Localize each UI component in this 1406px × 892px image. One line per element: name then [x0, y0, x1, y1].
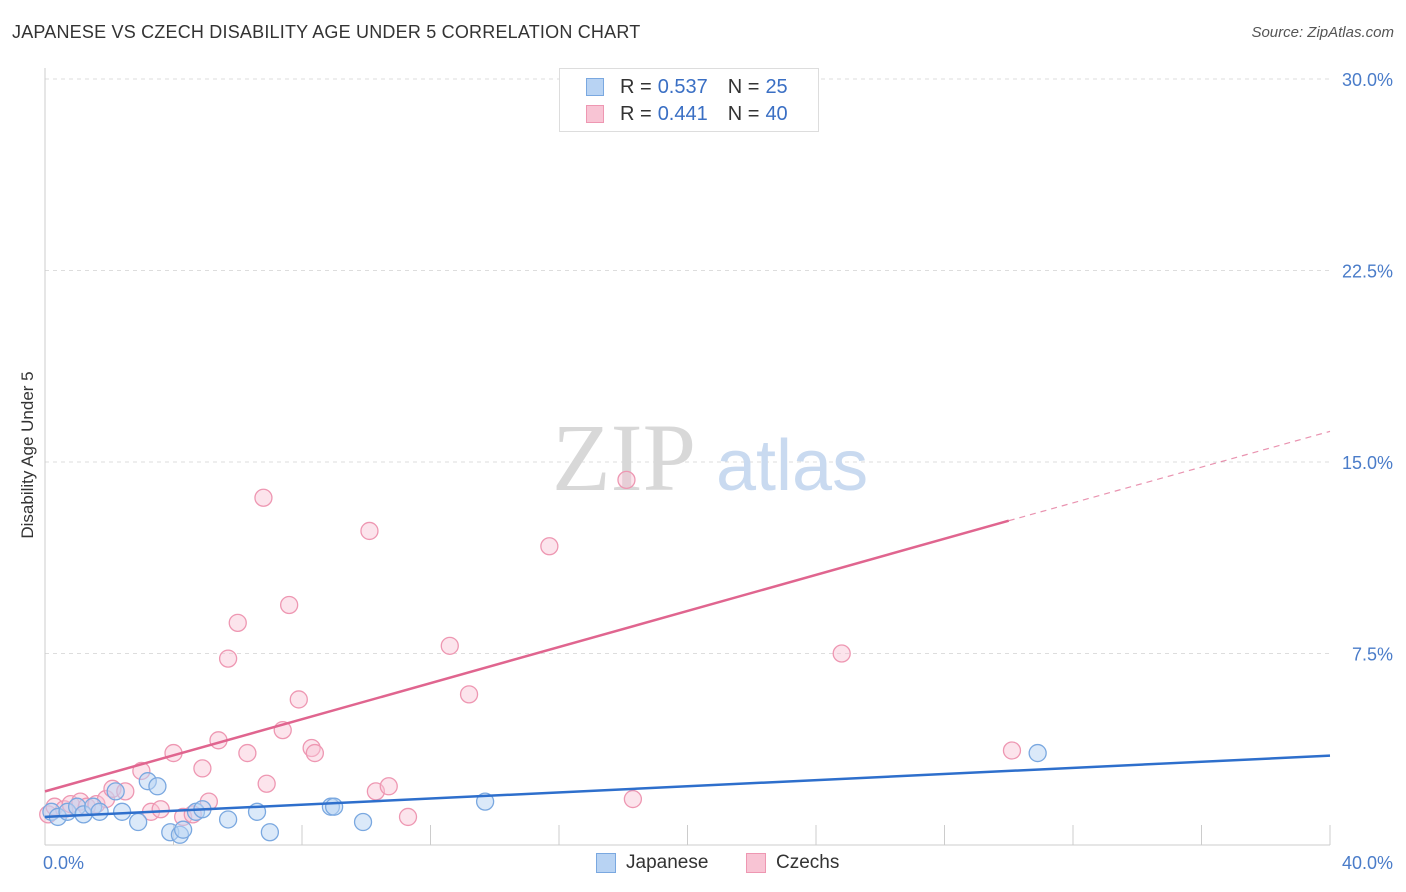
japanese-r-label: R =	[620, 75, 652, 98]
stats-legend: R = 0.537 N = 25 R = 0.441 N = 40	[559, 68, 819, 132]
x-tick-label: 40.0%	[1342, 853, 1393, 873]
watermark-zip: ZIP	[552, 404, 696, 511]
czech-points	[39, 105, 1022, 827]
japanese-n-value: 25	[765, 75, 788, 98]
czech-point	[440, 636, 459, 655]
czech-point	[832, 644, 851, 663]
czech-n-value: 40	[765, 102, 788, 125]
grid	[45, 78, 1330, 654]
y-tick-label: 7.5%	[1352, 645, 1393, 665]
japanese-point	[90, 802, 109, 821]
czech-n-label: N =	[727, 102, 760, 125]
czech-point	[279, 595, 299, 615]
czech-point	[360, 521, 379, 541]
czech-point	[193, 759, 212, 778]
czech-point	[238, 743, 257, 763]
japanese-r-value: 0.537	[657, 75, 708, 98]
axes	[44, 68, 1331, 846]
legend-item-czechs[interactable]: Czechs	[746, 852, 839, 874]
japanese-point	[218, 810, 238, 829]
czech-point	[151, 800, 170, 819]
czech-point	[305, 743, 325, 763]
czech-trend-line	[44, 519, 1010, 793]
czech-point	[289, 690, 308, 709]
czech-r-value: 0.441	[657, 102, 708, 125]
y-tick-label: 22.5%	[1342, 262, 1393, 282]
japanese-points	[42, 743, 1047, 844]
chart-title: JAPANESE VS CZECH DISABILITY AGE UNDER 5…	[12, 22, 641, 42]
japanese-swatch	[586, 78, 604, 96]
y-tick-label: 30.0%	[1342, 70, 1393, 90]
japanese-point	[353, 812, 373, 832]
watermark: ZIP atlas	[552, 404, 868, 511]
japanese-legend-swatch	[596, 853, 616, 873]
czech-point	[218, 649, 238, 668]
czech-point	[398, 807, 418, 827]
watermark-atlas: atlas	[716, 426, 868, 506]
czech-r-label: R =	[620, 102, 652, 125]
japanese-point	[260, 823, 280, 842]
czech-point	[540, 537, 559, 556]
japanese-point	[324, 797, 344, 816]
legend-row-czech: R = 0.441 N = 40	[586, 101, 788, 127]
legend-item-japanese[interactable]: Japanese	[596, 852, 708, 874]
czech-point	[302, 738, 321, 758]
czechs-legend-swatch	[746, 853, 766, 873]
x-tick-label: 0.0%	[43, 853, 84, 873]
tick-labels: 7.5% 15.0% 22.5% 30.0% 0.0% 40.0%	[43, 70, 1393, 873]
czech-point	[257, 774, 276, 793]
czech-point	[617, 470, 636, 490]
czech-point	[379, 777, 398, 796]
czech-point	[1002, 741, 1022, 760]
japanese-point	[173, 820, 193, 839]
trend-lines	[44, 430, 1331, 819]
czechs-legend-label: Czechs	[776, 852, 840, 873]
czech-trend-extension	[1008, 430, 1331, 522]
japanese-legend-label: Japanese	[626, 852, 709, 873]
japanese-point	[148, 777, 167, 796]
japanese-trend-line	[44, 754, 1331, 819]
japanese-point	[129, 812, 148, 832]
czech-point	[228, 613, 247, 633]
series-legend: Japanese Czechs	[0, 852, 1406, 878]
czech-swatch	[586, 105, 604, 123]
czech-point	[459, 685, 479, 704]
legend-row-japanese: R = 0.537 N = 25	[586, 74, 788, 100]
czech-point	[623, 789, 643, 809]
japanese-point	[106, 782, 125, 801]
japanese-point	[1028, 743, 1047, 763]
czech-point	[254, 488, 273, 507]
y-tick-label: 15.0%	[1342, 453, 1393, 473]
japanese-n-label: N =	[727, 75, 760, 98]
source-label: Source: ZipAtlas.com	[1251, 24, 1394, 41]
